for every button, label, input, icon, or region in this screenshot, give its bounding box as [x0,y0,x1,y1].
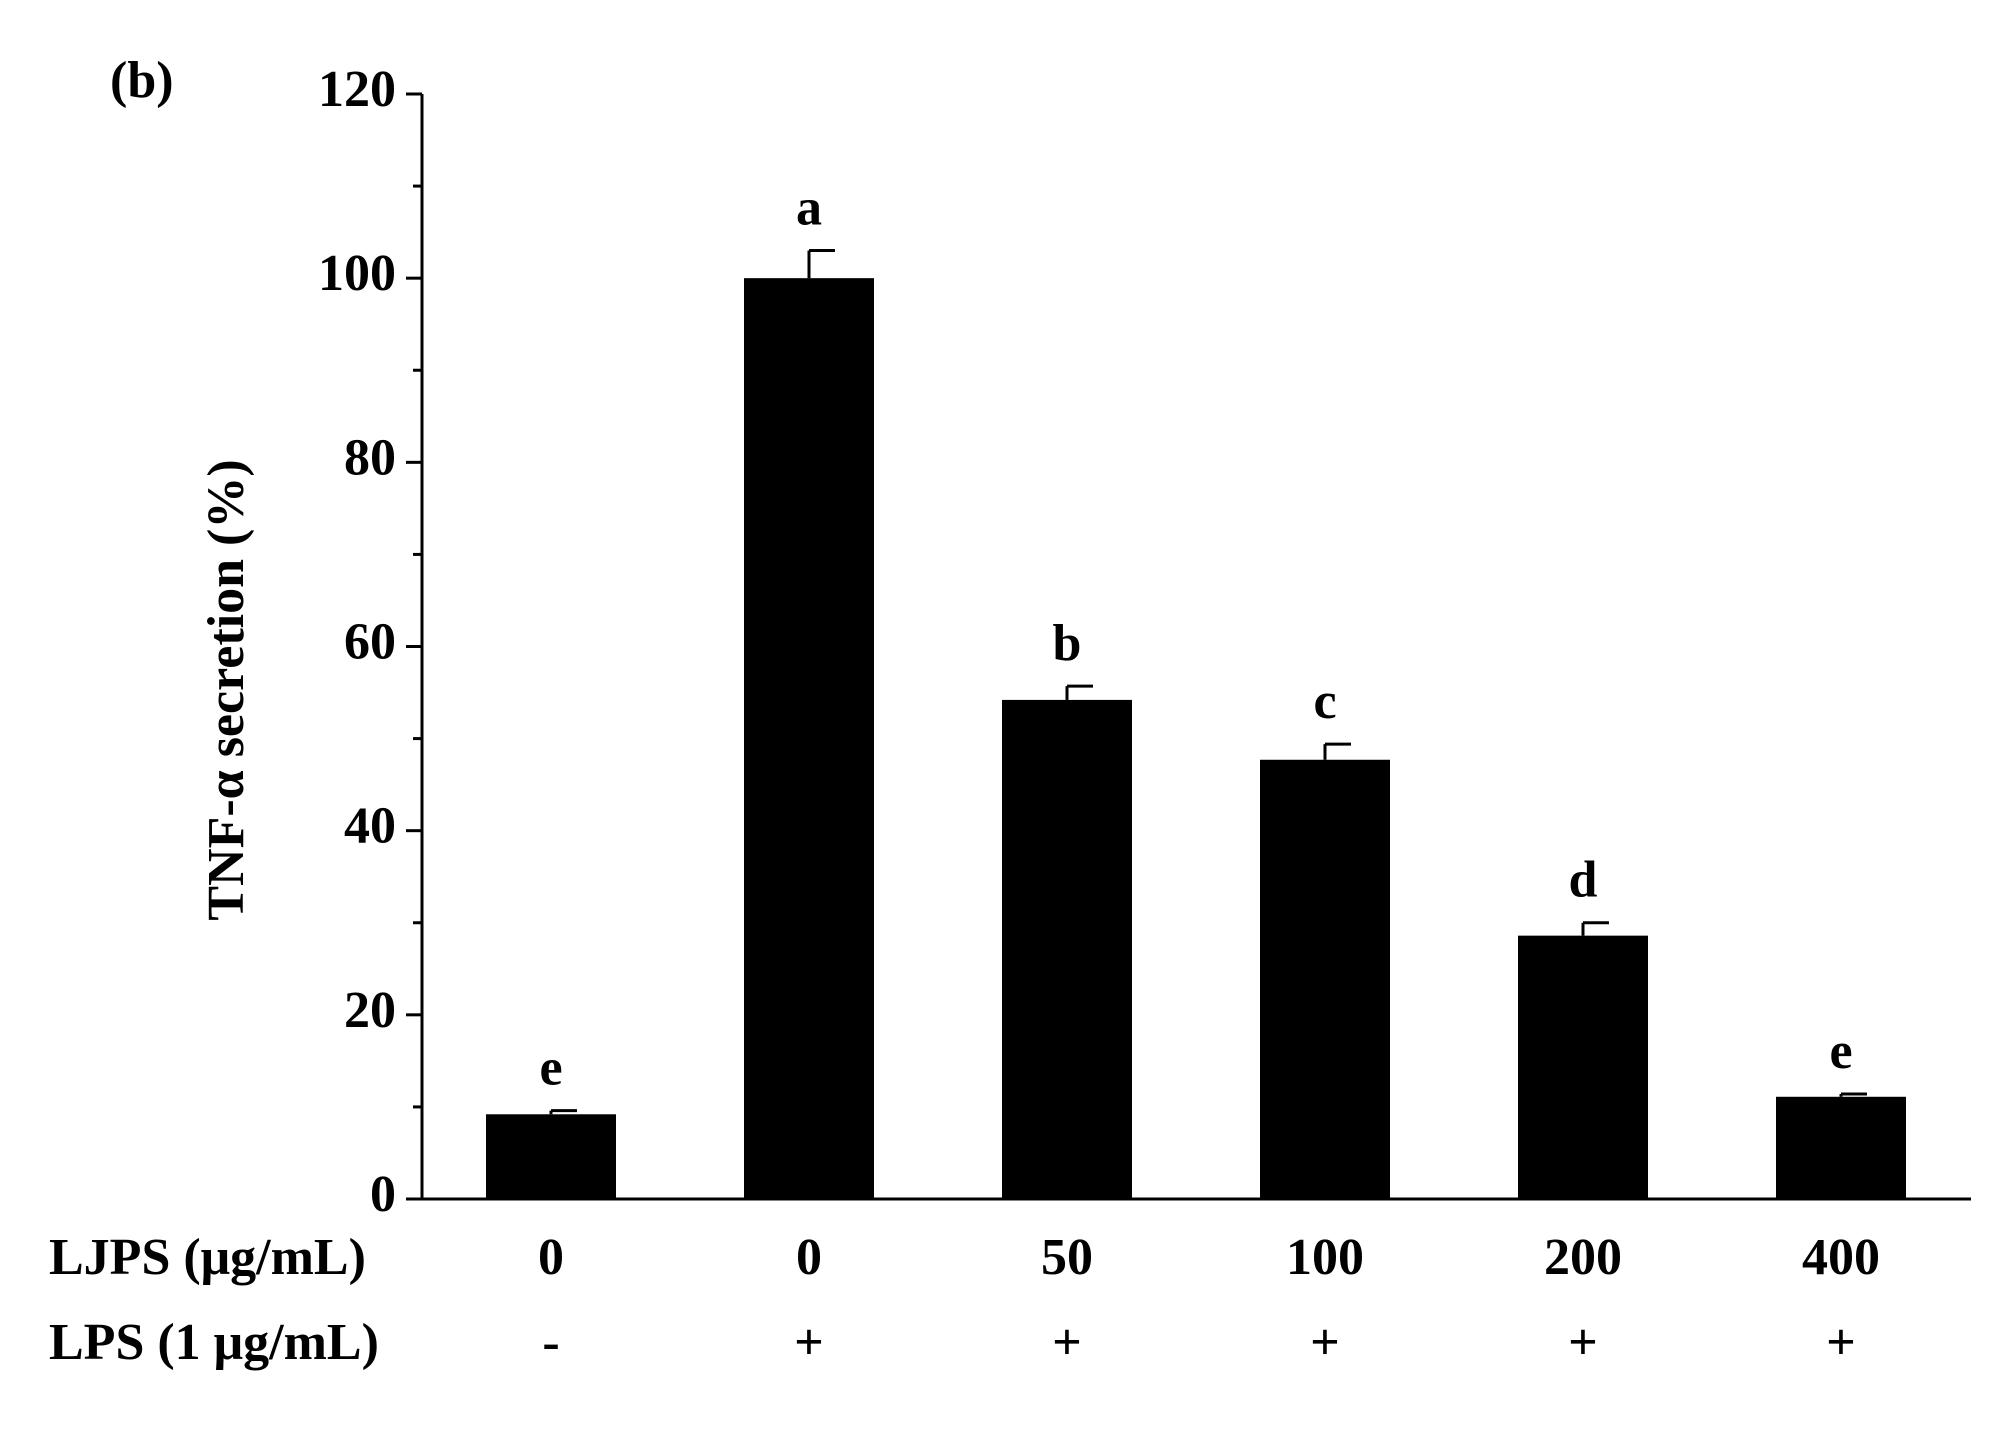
y-tick-label: 80 [344,429,396,486]
row-label: LJPS (μg/mL) [49,1229,366,1286]
x-tick-label: 0 [796,1229,822,1286]
y-tick-label: 60 [344,613,396,670]
bar [1002,699,1132,1199]
x-tick-label: 50 [1041,1229,1093,1286]
y-tick-label: 100 [318,245,396,302]
significance-letter: c [1313,673,1336,730]
y-tick-label: 120 [318,61,396,118]
y-axis-title: TNF-α secretion (%) [198,459,255,920]
significance-letter: e [1829,1023,1852,1080]
x-tick-label: 0 [538,1229,564,1286]
significance-letter: b [1053,615,1082,672]
x-tick-label: 100 [1286,1229,1364,1286]
lps-label: - [542,1314,559,1371]
y-tick-label: 0 [370,1166,396,1223]
lps-label: + [1826,1314,1856,1371]
row-label: LPS (1 μg/mL) [49,1314,379,1371]
bar [486,1114,616,1199]
y-tick-label: 40 [344,798,396,855]
lps-label: + [1052,1314,1082,1371]
lps-label: + [1568,1314,1598,1371]
significance-letter: a [796,179,822,236]
lps-label: + [794,1314,824,1371]
y-tick-label: 20 [344,982,396,1039]
panel-label: (b) [110,52,174,109]
bar [1260,759,1390,1199]
significance-letter: d [1569,852,1598,909]
significance-letter: e [539,1040,562,1097]
x-tick-label: 200 [1544,1229,1622,1286]
bar [1518,935,1648,1199]
x-tick-label: 400 [1802,1229,1880,1286]
lps-label: + [1310,1314,1340,1371]
bar [744,278,874,1200]
bar [1776,1096,1906,1199]
